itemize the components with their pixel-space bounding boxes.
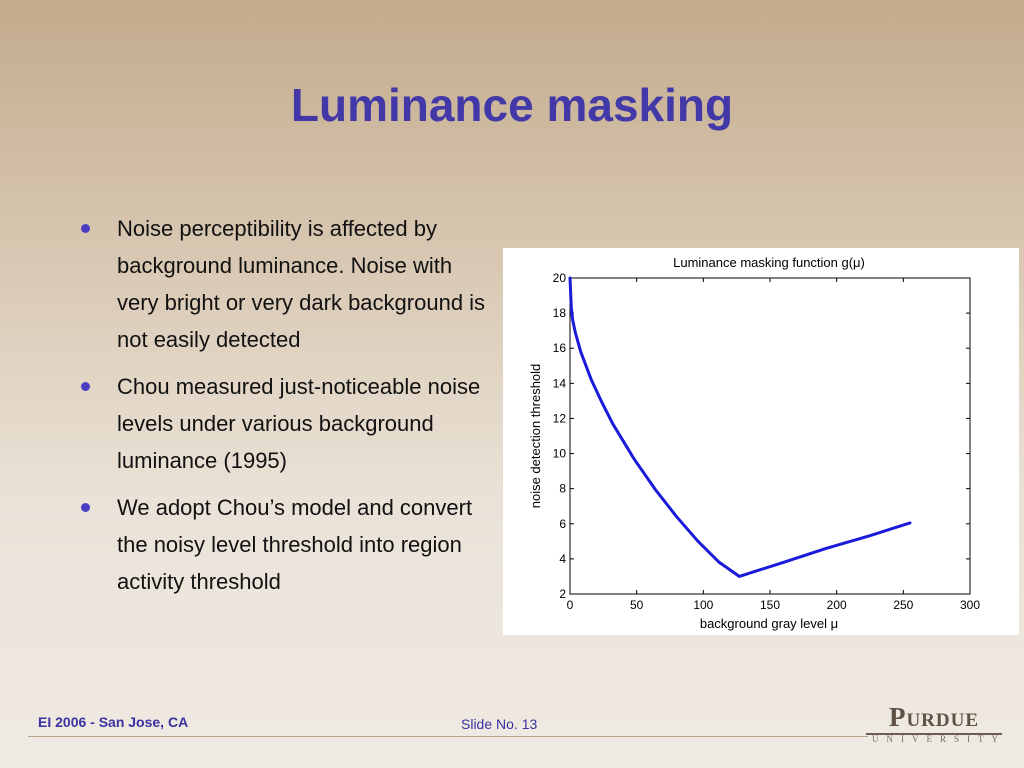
bullet-dot-icon [81, 503, 90, 512]
series-line [568, 276, 912, 578]
y-tick-label: 10 [553, 447, 567, 461]
x-axis-label: background gray level μ [700, 616, 838, 631]
bullet-list: Noise perceptibility is affected by back… [78, 210, 498, 610]
y-tick-label: 6 [559, 517, 566, 531]
luminance-masking-chart: Luminance masking function g(μ) 0 50 100 15… [528, 255, 981, 631]
bullet-item: Chou measured just-noticeable noise leve… [78, 368, 498, 479]
chart-title: Luminance masking function g(μ) [673, 255, 865, 270]
y-tick-label: 2 [559, 587, 566, 601]
footer-rule [28, 736, 868, 737]
axis-ticks: 0 50 100 150 200 250 300 2 4 6 8 10 12 14 16 18 20 [553, 271, 981, 612]
y-tick-label: 16 [553, 341, 567, 355]
bullet-dot-icon [81, 224, 90, 233]
slide-title: Luminance masking [290, 79, 734, 131]
x-tick-label: 300 [960, 598, 980, 612]
purdue-logo: Purdue UNIVERSITY [866, 702, 1002, 744]
footer-conference: EI 2006 - San Jose, CA [38, 714, 189, 730]
bullet-item: We adopt Chou’s model and convert the no… [78, 489, 498, 600]
plot-frame [569, 277, 971, 595]
bullet-item: Noise perceptibility is affected by back… [78, 210, 498, 358]
slide-number: Slide No. 13 [461, 716, 538, 732]
y-axis-label: noise detection threshold [528, 364, 543, 509]
bullet-text: We adopt Chou’s model and convert the no… [117, 495, 473, 594]
y-tick-label: 14 [553, 376, 567, 390]
logo-wordmark: Purdue [888, 702, 980, 732]
logo-divider [866, 733, 1002, 735]
logo-subtitle: UNIVERSITY [872, 734, 1006, 744]
x-tick-label: 200 [827, 598, 847, 612]
bullet-dot-icon [81, 382, 90, 391]
y-tick-label: 20 [553, 271, 567, 285]
y-tick-label: 12 [553, 411, 567, 425]
y-tick-label: 4 [559, 552, 566, 566]
bullet-text: Noise perceptibility is affected by back… [117, 216, 486, 352]
x-tick-label: 0 [567, 598, 574, 612]
x-tick-label: 100 [693, 598, 713, 612]
chart-panel: Luminance masking function g(μ) 0 50 100 15… [503, 248, 1019, 635]
y-tick-label: 18 [553, 306, 567, 320]
x-tick-label: 50 [630, 598, 644, 612]
bullet-text: Chou measured just-noticeable noise leve… [117, 374, 481, 473]
y-tick-label: 8 [559, 482, 566, 496]
x-tick-label: 150 [760, 598, 780, 612]
x-tick-label: 250 [893, 598, 913, 612]
